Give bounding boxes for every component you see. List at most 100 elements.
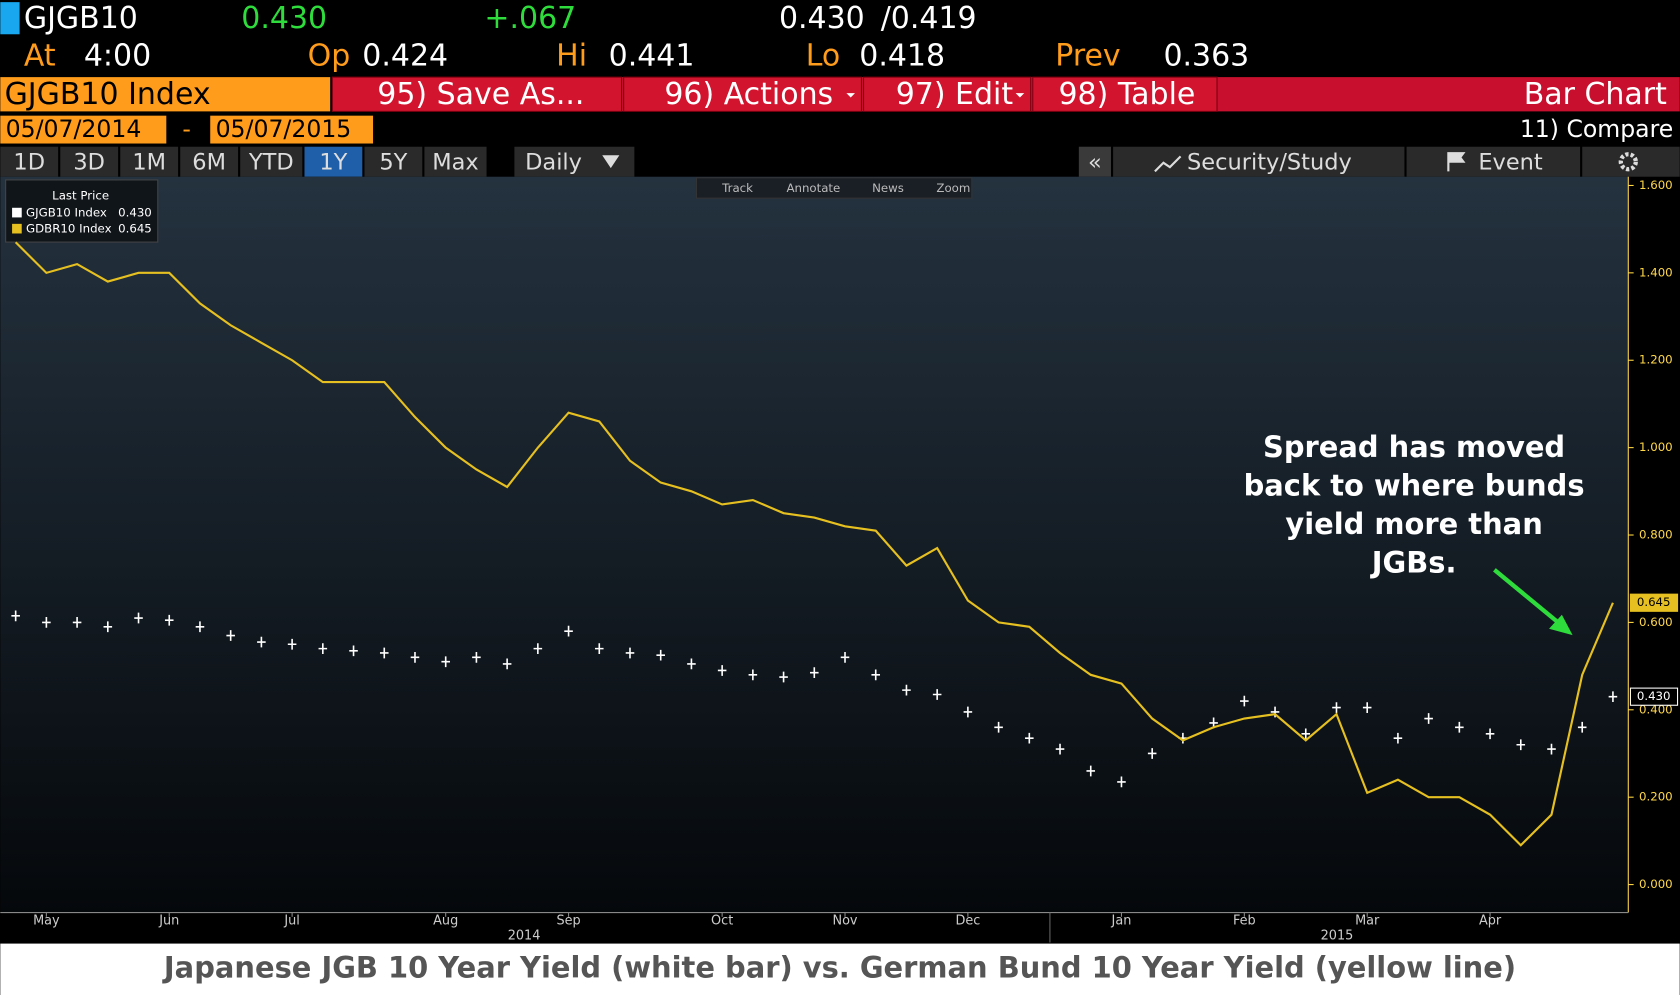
price-bar [564,625,573,637]
annotation-line: JGBs. [1370,545,1457,579]
arrow-head [1549,614,1573,636]
price-bar [1055,743,1065,755]
period-button[interactable] [120,146,179,177]
y-tick-label: 0.600 [1639,615,1673,629]
legend-name: GDBR10 Index [26,222,112,236]
y-tick-label: 1.000 [1639,440,1673,454]
price-bar [287,638,297,650]
dropdown-icon [602,155,620,169]
event: Event [1478,149,1543,175]
tool-label: Annotate [786,181,840,195]
x-tick-label: Aug [433,914,458,929]
price-bar [779,671,788,683]
button[interactable] [1032,76,1218,112]
date-box[interactable] [210,115,374,144]
price-bar [1025,732,1034,744]
price-bar [103,621,113,633]
period-button[interactable] [364,146,423,177]
y-tick-label: 0.400 [1639,702,1673,716]
period-button[interactable] [304,146,363,177]
x-tick-label: Nov [832,914,857,929]
start-date: 05/07/2014 [6,115,142,143]
price-bar [533,643,543,654]
x-tick-label: Sep [556,914,580,929]
period-button[interactable] [180,146,239,177]
caption: Japanese JGB 10 Year Yield (white bar) v… [162,950,1516,984]
ask: /0.419 [881,1,977,36]
legend-entries: GJGB10 Index 0.430 GDBR10 Index 0.645 [12,206,152,236]
time-label: At [24,38,56,73]
price-bar [1362,702,1372,713]
button[interactable] [623,76,862,112]
period-label: YTD [248,149,294,175]
price-bar [994,721,1003,733]
price-bar [1455,721,1464,733]
end-date: 05/07/2015 [216,115,352,143]
change: +.067 [484,1,576,36]
period-label: 1D [13,149,45,175]
button-label: 97) Edit [896,77,1014,112]
dropdown-icon [846,93,855,98]
price-bar [1086,765,1096,777]
period-button[interactable] [240,146,303,177]
price-bar [1332,702,1341,713]
study-box[interactable] [1113,146,1405,177]
security-study: Security/Study [1187,149,1352,175]
legend-name: GJGB10 Index [26,206,107,220]
period-label: 6M [192,149,226,175]
x-year-label: 2015 [1321,929,1354,944]
price-bar [410,652,420,663]
tool-label: Zoom [936,181,970,195]
event-box[interactable] [1406,146,1581,177]
price-bar [840,652,850,663]
price-bar [195,621,205,633]
settings-box[interactable] [1582,146,1680,177]
tool-label: News [872,181,904,195]
high: 0.441 [609,38,695,73]
date-box[interactable] [0,115,167,144]
price-bar [963,706,973,718]
bid: 0.430 [779,1,865,36]
price-bar [625,647,635,659]
price-bar [441,656,450,668]
compare[interactable]: 11) Compare [1520,115,1673,143]
period-button[interactable] [60,146,119,177]
button[interactable] [331,76,623,112]
legend-value: 0.430 [118,206,152,220]
button[interactable] [863,76,1032,112]
last-value-label: 0.645 [1637,595,1671,609]
price-bar [72,617,82,628]
price-bar [1147,748,1157,759]
price-bar [164,614,174,626]
price-bar [257,636,266,648]
last-value-label: 0.430 [1637,689,1671,703]
annotation: Spread has moved back to where bunds yield… [1244,430,1585,580]
frequency: Daily [525,149,582,175]
x-tick-label: Feb [1233,914,1256,929]
caption-bg [0,943,1680,995]
study-icon [1154,155,1182,173]
prev: 0.363 [1163,38,1249,73]
price-bar [1424,713,1433,724]
period-label: 1M [132,149,166,175]
x-tick-label: Dec [955,914,980,929]
price-line [14,241,1614,847]
collapse-box[interactable] [1078,146,1111,177]
low: 0.418 [859,38,945,73]
period-button[interactable] [0,146,59,177]
button-label: 96) Actions [664,77,833,112]
period-button[interactable] [424,146,487,177]
x-tick-label: Jul [283,914,299,929]
price-bar [502,658,512,670]
price-bar [134,612,143,624]
price-bar [379,647,389,659]
legend [5,179,159,243]
y-tick-label: 1.200 [1639,353,1673,367]
open-label: Op [308,38,351,73]
price-bar [1393,732,1403,744]
security-box[interactable] [0,77,331,112]
price-bar [871,669,881,681]
price-bar [717,665,727,676]
price-bar [226,630,235,641]
